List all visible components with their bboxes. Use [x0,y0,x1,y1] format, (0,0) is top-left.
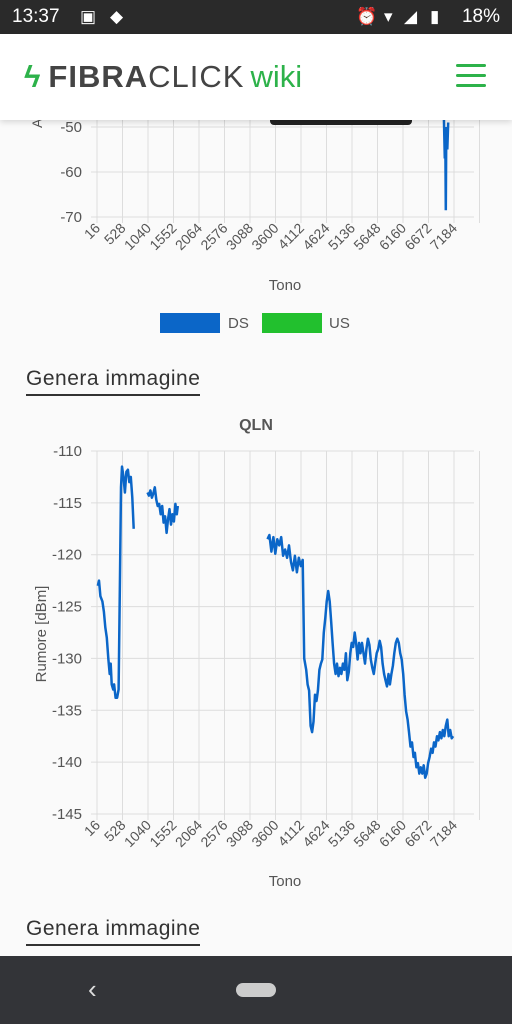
y-axis-label-clipped: A [29,120,45,128]
brand-wiki: wiki [250,59,303,94]
x-tick-label: 16 [81,817,103,839]
y-tick-label: -145 [52,806,82,823]
x-tick-label: 7184 [427,817,460,850]
x-tick-label: 2064 [172,817,205,850]
x-tick-label: 2576 [197,220,230,253]
generate-image-link-1[interactable]: Genera immagine [26,367,201,396]
image-icon: ▣ [80,7,97,26]
home-pill-button[interactable] [236,983,276,997]
legend: DS US [160,313,350,333]
x-tick-label: 6672 [401,220,434,253]
y-tick-label: -125 [52,599,82,616]
legend-swatch-ds[interactable] [160,313,220,333]
x-tick-label: 6672 [401,817,434,850]
x-tick-label: 5136 [325,220,358,253]
y-tick-label: -50 [60,120,82,136]
series-line-qln [96,465,135,700]
chart-title: QLN [239,417,273,434]
site-header: ϟ FIBRACLICK wiki [0,34,512,120]
x-tick-label: 3600 [248,220,281,253]
x-tick-label: 4624 [299,220,332,253]
legend-label-us[interactable]: US [329,315,350,332]
x-tick-label: 1552 [146,220,179,253]
hamburger-menu-button[interactable] [456,62,486,88]
y-tick-label: -135 [52,702,82,719]
status-bar: 13:37 ▣ ◆ ⏰ ▾ ◢ ▮ 18% [0,0,512,34]
x-tick-label: 6160 [376,817,409,850]
y-tick-label: -130 [52,650,82,667]
x-tick-label: 2576 [197,817,230,850]
x-tick-label: 3088 [223,220,256,253]
series-line-ds [442,120,450,211]
bits-chart: -50-60-701652810401552206425763088360041… [29,120,480,333]
generate-image-link-2[interactable]: Genera immagine [26,917,201,946]
bolt-icon: ϟ [24,59,41,94]
x-axis-label: Tono [269,873,302,890]
y-tick-label: -110 [53,443,82,460]
x-tick-label: 4624 [299,817,332,850]
app-icon: ◆ [110,7,124,26]
y-axis-label: Rumore [dBm] [33,586,50,683]
y-tick-label: -120 [52,547,82,564]
x-tick-label: 5136 [325,817,358,850]
qln-chart: QLN -110-115-120-125-130-135-140-1451652… [33,417,480,890]
menu-icon-bar [456,64,486,67]
menu-icon-bar [456,74,486,77]
y-tick-label: -70 [60,209,82,226]
battery-icon: ▮ [430,7,440,26]
signal-icon: ◢ [404,7,418,26]
battery-percent: 18% [461,6,500,27]
y-tick-label: -115 [53,495,82,512]
x-tick-label: 5648 [350,817,383,850]
x-tick-label: 3600 [248,817,281,850]
x-axis-label: Tono [269,277,302,294]
wifi-icon: ▾ [384,7,393,26]
legend-label-ds[interactable]: DS [228,315,249,332]
x-tick-label: 2064 [172,220,205,253]
status-time: 13:37 [12,6,60,27]
x-tick-label: 7184 [427,220,460,253]
x-tick-label: 3088 [223,817,256,850]
x-tick-label: 5648 [350,220,383,253]
x-tick-label: 4112 [275,220,308,253]
y-tick-label: -60 [60,164,82,181]
alarm-icon: ⏰ [356,7,378,26]
chart-tooltip [270,120,412,125]
legend-swatch-us[interactable] [262,313,322,333]
x-tick-label: 1040 [121,817,154,850]
back-icon[interactable]: ‹ [88,974,97,1004]
y-tick-label: -140 [52,754,82,771]
x-tick-label: 1552 [146,817,179,850]
x-tick-label: 4112 [275,817,308,850]
menu-icon-bar [456,84,486,87]
brand-fibra: FIBRA [48,59,149,94]
x-tick-label: 6160 [376,220,409,253]
series-line-qln [146,486,180,535]
main-content: -50 -60 -70 16 528 1040 1552 2064 2576 3088 3600 41… [0,120,512,956]
series-line-qln [266,533,455,779]
brand-click: CLICK [148,59,245,94]
site-logo[interactable]: ϟ FIBRACLICK wiki [24,59,302,95]
x-tick-label: 16 [81,220,103,242]
x-tick-label: 1040 [121,220,154,253]
